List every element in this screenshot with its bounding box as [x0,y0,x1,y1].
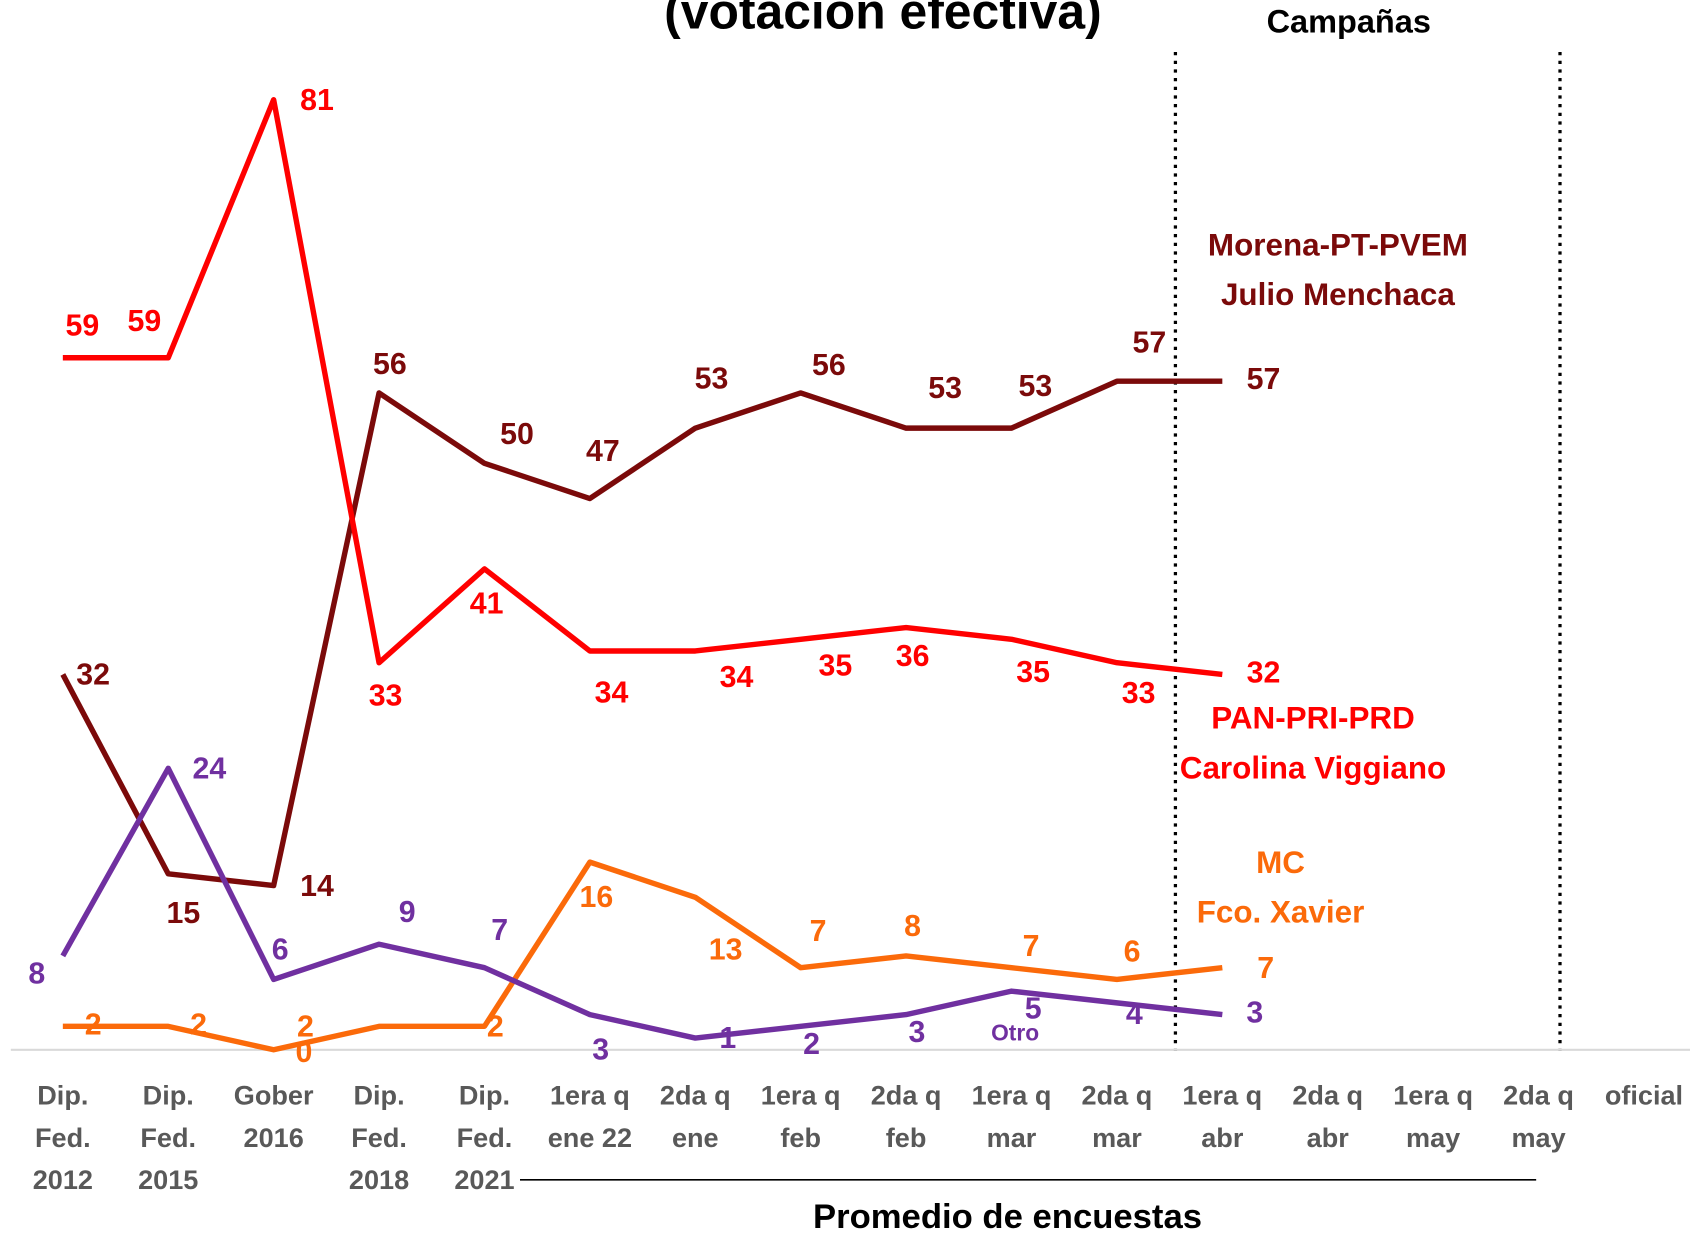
x-tick-label: mar [987,1122,1037,1153]
data-label: 56 [812,349,846,382]
legend-label: Otro [991,1020,1039,1046]
x-tick-label: 1era q [550,1080,630,1111]
x-tick-label: ene 22 [548,1122,632,1153]
x-tick-label: feb [886,1122,927,1153]
x-tick-label: may [1406,1122,1460,1153]
x-tick-label: Fed. [457,1122,513,1153]
legend-label: Carolina Viggiano [1180,751,1446,786]
x-tick-label: 2da q [1503,1080,1574,1111]
series-line [62,859,1223,1053]
data-label: 6 [1124,935,1141,968]
data-label: 34 [720,661,754,694]
data-label: 7 [491,914,508,947]
annotation: Campañas [1267,3,1431,39]
x-tick-label: Dip. [459,1080,510,1111]
x-tick-label: Fed. [351,1122,407,1153]
x-tick-label: 2da q [660,1080,731,1111]
data-label: 2 [297,1011,314,1044]
data-label: 56 [373,348,407,381]
data-label: 9 [399,896,416,929]
data-label: 57 [1247,363,1281,396]
x-tick-label: mar [1092,1122,1142,1153]
x-tick-label: Dip. [37,1080,88,1111]
data-label: 6 [272,933,289,966]
x-tick-label: ene [672,1122,719,1153]
legend-label: Morena-PT-PVEM [1208,227,1468,262]
data-label: 8 [28,957,45,990]
data-label: 2 [487,1011,504,1044]
x-tick-label: abr [1201,1122,1244,1153]
data-label: 7 [1257,952,1274,985]
data-label: 16 [580,881,614,914]
x-tick-label: 1era q [972,1080,1052,1111]
x-tick-label: feb [780,1122,821,1153]
data-label: 4 [1126,998,1143,1031]
x-tick-label: 2da q [1082,1080,1153,1111]
x-tick-label: Fed. [140,1122,196,1153]
data-label: 36 [896,640,930,673]
data-label: 50 [500,418,534,451]
legend-label: Fco. Xavier [1197,895,1365,930]
data-label: 35 [1016,656,1050,689]
x-tick-label: 1era q [1182,1080,1262,1111]
x-tick-label: 2012 [33,1164,93,1195]
data-label: 13 [709,933,743,966]
x-tick-label: 1era q [761,1080,841,1111]
data-label: 3 [592,1033,609,1066]
chart-title: (votación efectiva) [664,0,1102,39]
data-label: 53 [695,362,729,395]
x-tick-label: 1era q [1393,1080,1473,1111]
data-label: 35 [818,649,852,682]
data-label: 81 [300,84,334,117]
x-tick-label: Fed. [35,1122,91,1153]
x-tick-label: Dip. [353,1080,404,1111]
data-label: 33 [369,679,403,712]
legend-label: MC [1256,845,1305,880]
x-tick-label: Gober [234,1080,314,1111]
data-label: 57 [1133,326,1167,359]
data-label: 15 [167,897,201,930]
series-line [60,378,1223,889]
data-label: 14 [300,870,334,903]
data-label: 2 [190,1008,207,1041]
data-label: 2 [803,1028,820,1061]
series-line [62,97,1223,678]
data-label: 59 [65,309,99,342]
x-tick-label: 2015 [138,1164,198,1195]
data-label: 24 [193,752,227,785]
data-label: 1 [719,1022,736,1055]
data-label: 32 [1247,656,1281,689]
x-tick-label: may [1511,1122,1565,1153]
legend-label: Julio Menchaca [1221,277,1455,312]
data-label: 2 [85,1008,102,1041]
data-label: 7 [1023,930,1040,963]
x-tick-label: Dip. [143,1080,194,1111]
data-label: 5 [1025,993,1042,1026]
legend-label: PAN-PRI-PRD [1211,701,1415,736]
x-tick-label: 2da q [1292,1080,1363,1111]
series-line [60,765,1223,1041]
data-label: 3 [908,1016,925,1049]
x-tick-label: oficial [1605,1080,1683,1111]
x-tick-label: 2016 [244,1122,304,1153]
x-tick-label: abr [1307,1122,1350,1153]
data-label: 53 [928,372,962,405]
data-label: 53 [1018,370,1052,403]
x-tick-label: 2018 [349,1164,409,1195]
data-label: 32 [76,659,110,692]
data-label: 0 [296,1036,313,1069]
x-tick-label: 2021 [454,1164,514,1195]
data-label: 33 [1122,677,1156,710]
data-label: 34 [595,676,629,709]
data-label: 8 [904,910,921,943]
x-axis-label: Promedio de encuestas [813,1198,1202,1234]
data-label: 3 [1246,997,1263,1030]
x-tick-label: 2da q [871,1080,942,1111]
data-label: 7 [810,915,827,948]
data-label: 47 [586,435,620,468]
data-label: 59 [128,305,162,338]
data-label: 41 [470,588,504,621]
